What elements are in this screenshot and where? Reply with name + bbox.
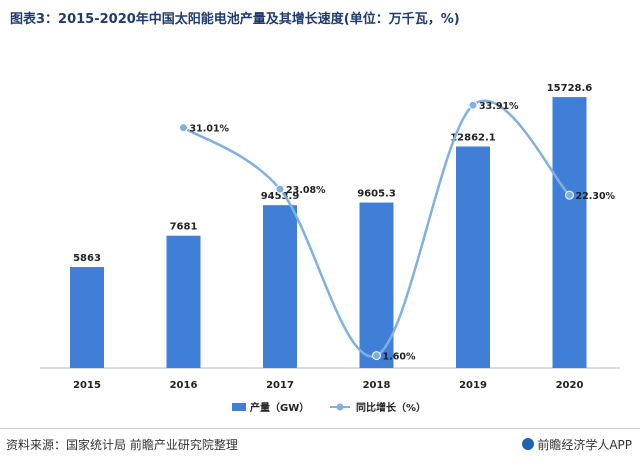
x-tick-2015: 2015 [73, 380, 101, 391]
x-tick-2020: 2020 [556, 380, 584, 391]
brand-logo-icon [522, 438, 535, 450]
bar-2015 [70, 267, 104, 368]
brand-name: 前瞻经济学人APP [537, 438, 632, 452]
growth-point-2017 [275, 184, 285, 194]
growth-label-2018: 1.60% [383, 352, 416, 363]
growth-label-2016: 31.01% [190, 124, 230, 135]
bar-label-2020: 15728.6 [547, 83, 593, 94]
legend-swatch-marker [336, 403, 344, 411]
bar-2017 [263, 205, 297, 368]
growth-line [182, 99, 571, 358]
growth-point-2019 [468, 100, 478, 110]
bar-label-2019: 12862.1 [450, 132, 496, 143]
growth-label-2019: 33.91% [479, 101, 519, 112]
growth-label-2020: 22.30% [576, 191, 616, 202]
brand-watermark: 前瞻经济学人APP [522, 436, 632, 453]
chart-title: 图表3：2015-2020年中国太阳能电池产量及其增长速度(单位：万千瓦，%) [10, 12, 460, 27]
growth-point-2016 [179, 123, 188, 133]
legend-label-line: 同比增长（%） [356, 401, 426, 414]
legend-swatch-bar [232, 403, 246, 411]
divider [0, 428, 640, 429]
bar-label-2017: 9453.9 [261, 191, 300, 202]
legend-label-bar: 产量（GW） [250, 401, 309, 414]
bar-label-2016: 7681 [170, 222, 198, 233]
growth-point-2018 [372, 351, 381, 361]
bar-2018 [359, 202, 394, 368]
x-tick-2017: 2017 [266, 380, 294, 391]
x-tick-2019: 2019 [459, 380, 487, 391]
x-tick-2016: 2016 [170, 380, 198, 391]
bar-2016 [166, 235, 201, 368]
bar-label-2015: 5863 [73, 253, 101, 264]
bar-2020 [552, 97, 587, 368]
growth-point-2020 [565, 190, 574, 200]
growth-label-2017: 23.08% [286, 185, 326, 196]
bar-2019 [456, 146, 490, 368]
source-note: 资料来源：国家统计局 前瞻产业研究院整理 [6, 438, 238, 452]
x-tick-2018: 2018 [363, 380, 391, 391]
bar-label-2018: 9605.3 [357, 189, 396, 200]
